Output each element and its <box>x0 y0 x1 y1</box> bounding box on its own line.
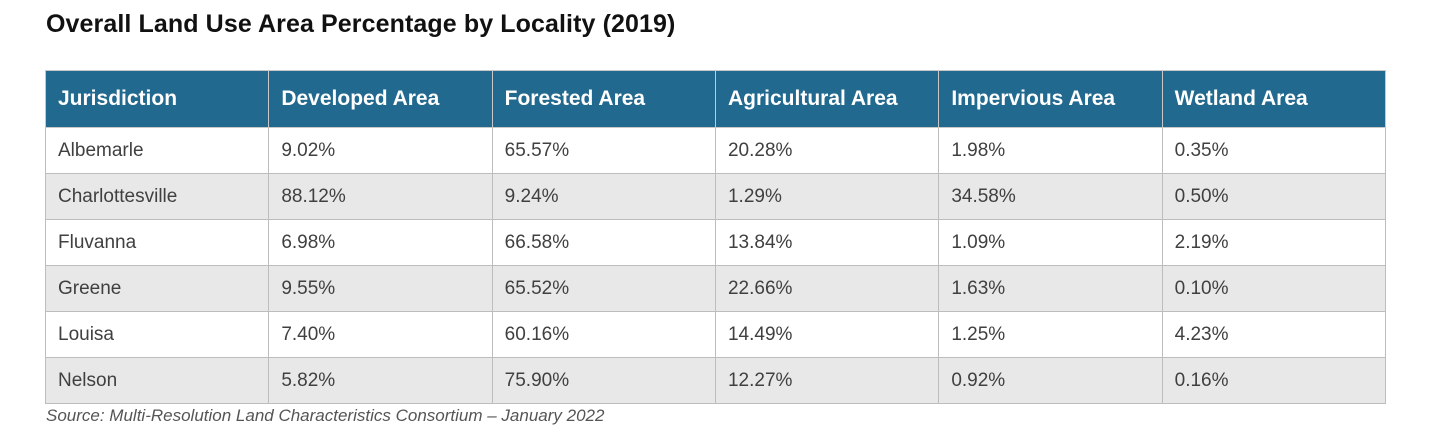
cell-wetland-area: 0.16% <box>1161 357 1386 404</box>
cell-jurisdiction: Fluvanna <box>44 219 270 266</box>
cell-impervious-area: 1.25% <box>938 311 1163 358</box>
cell-wetland-area: 0.10% <box>1161 265 1386 312</box>
land-use-table: Jurisdiction Developed Area Forested Are… <box>44 70 1386 404</box>
column-header-jurisdiction: Jurisdiction <box>44 70 270 128</box>
cell-developed-area: 5.82% <box>268 357 493 404</box>
column-header-agricultural-area: Agricultural Area <box>714 70 940 128</box>
column-header-forested-area: Forested Area <box>491 70 716 128</box>
table-row: Louisa 7.40% 60.16% 14.49% 1.25% 4.23% <box>44 311 1386 358</box>
cell-developed-area: 9.55% <box>268 265 493 312</box>
cell-agricultural-area: 1.29% <box>714 173 940 220</box>
cell-wetland-area: 0.50% <box>1161 173 1386 220</box>
table-header-row: Jurisdiction Developed Area Forested Are… <box>44 70 1386 128</box>
cell-jurisdiction: Charlottesville <box>44 173 270 220</box>
cell-wetland-area: 4.23% <box>1161 311 1386 358</box>
cell-forested-area: 65.52% <box>491 265 716 312</box>
cell-wetland-area: 2.19% <box>1161 219 1386 266</box>
cell-impervious-area: 1.09% <box>938 219 1163 266</box>
cell-agricultural-area: 12.27% <box>714 357 940 404</box>
cell-developed-area: 7.40% <box>268 311 493 358</box>
cell-developed-area: 6.98% <box>268 219 493 266</box>
cell-jurisdiction: Louisa <box>44 311 270 358</box>
source-note: Source: Multi-Resolution Land Characteri… <box>46 406 605 425</box>
cell-developed-area: 88.12% <box>268 173 493 220</box>
cell-impervious-area: 1.98% <box>938 127 1163 174</box>
cell-forested-area: 60.16% <box>491 311 716 358</box>
cell-impervious-area: 0.92% <box>938 357 1163 404</box>
cell-impervious-area: 1.63% <box>938 265 1163 312</box>
table-row: Greene 9.55% 65.52% 22.66% 1.63% 0.10% <box>44 265 1386 312</box>
cell-agricultural-area: 22.66% <box>714 265 940 312</box>
cell-forested-area: 65.57% <box>491 127 716 174</box>
cell-forested-area: 9.24% <box>491 173 716 220</box>
table-row: Nelson 5.82% 75.90% 12.27% 0.92% 0.16% <box>44 357 1386 404</box>
table-row: Charlottesville 88.12% 9.24% 1.29% 34.58… <box>44 173 1386 220</box>
column-header-developed-area: Developed Area <box>268 70 493 128</box>
cell-wetland-area: 0.35% <box>1161 127 1386 174</box>
table-row: Albemarle 9.02% 65.57% 20.28% 1.98% 0.35… <box>44 127 1386 174</box>
cell-jurisdiction: Nelson <box>44 357 270 404</box>
cell-forested-area: 66.58% <box>491 219 716 266</box>
column-header-wetland-area: Wetland Area <box>1161 70 1386 128</box>
cell-jurisdiction: Albemarle <box>44 127 270 174</box>
page-title: Overall Land Use Area Percentage by Loca… <box>46 10 676 38</box>
cell-agricultural-area: 13.84% <box>714 219 940 266</box>
table-row: Fluvanna 6.98% 66.58% 13.84% 1.09% 2.19% <box>44 219 1386 266</box>
cell-jurisdiction: Greene <box>44 265 270 312</box>
cell-agricultural-area: 14.49% <box>714 311 940 358</box>
column-header-impervious-area: Impervious Area <box>938 70 1163 128</box>
cell-impervious-area: 34.58% <box>938 173 1163 220</box>
cell-developed-area: 9.02% <box>268 127 493 174</box>
cell-agricultural-area: 20.28% <box>714 127 940 174</box>
cell-forested-area: 75.90% <box>491 357 716 404</box>
